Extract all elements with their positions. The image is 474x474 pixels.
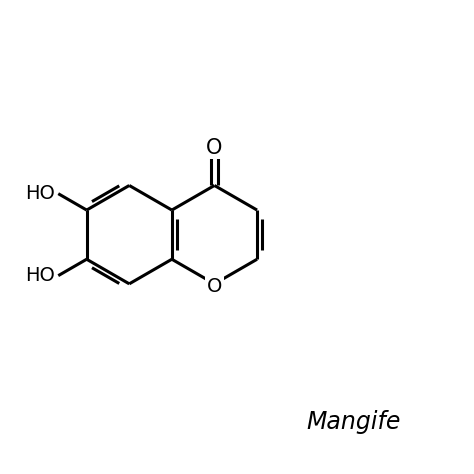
Text: HO: HO: [25, 266, 55, 285]
Text: Mangife: Mangife: [307, 410, 401, 434]
Text: HO: HO: [25, 184, 55, 203]
Text: O: O: [207, 277, 222, 296]
Text: O: O: [206, 138, 223, 158]
